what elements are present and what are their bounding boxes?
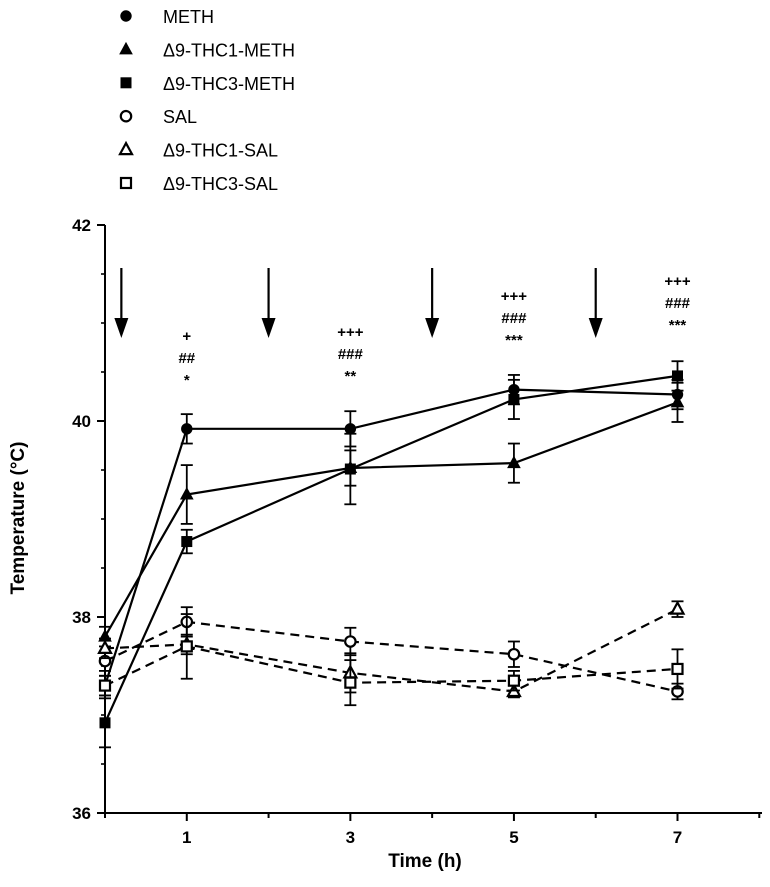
annotation-group: +++ ### *** [664,273,691,334]
y-tick-label: 38 [72,608,91,627]
significance-mark: +++ [664,273,691,290]
legend-entry: Δ9-THC1-METH [119,40,295,60]
x-tick-label: 3 [346,828,355,847]
legend-marker [119,176,133,190]
arrow-head [261,318,276,338]
legend-label: Δ9-THC3-METH [163,74,295,94]
legend: METH Δ9-THC1-METH Δ9-THC3-METH SAL Δ9-THC1-S… [118,7,295,194]
significance-mark: *** [669,317,687,334]
significance-mark: ### [665,295,691,312]
arrow-head [588,318,603,338]
data-point [181,423,193,435]
injection-arrow [588,268,603,338]
plot-area [97,360,686,749]
legend-entry: SAL [119,107,197,127]
y-tick-label: 36 [72,804,91,823]
legend-entry: Δ9-THC1-SAL [118,140,278,161]
significance-annotations: + ## * +++ ### ** +++ ### *** +++ ### *** [178,273,690,389]
data-point [507,455,521,469]
significance-mark: * [184,372,190,389]
data-point [670,394,685,408]
data-point [179,486,194,500]
legend-label: SAL [163,107,197,127]
data-point [672,370,683,382]
data-point [507,674,521,687]
data-point [180,640,193,653]
legend-entry: METH [120,7,214,27]
y-tick-label: 42 [72,216,91,235]
legend-entry: Δ9-THC3-SAL [119,174,278,194]
data-point [99,717,111,729]
data-point [344,635,357,648]
significance-mark: ** [345,368,357,385]
data-point [507,647,521,661]
legend-label: METH [163,7,214,27]
significance-mark: + [182,328,191,345]
x-tick-label: 7 [673,828,682,847]
injection-arrow [261,268,276,338]
data-point [97,639,113,654]
x-tick-label: 1 [182,828,191,847]
significance-mark: ### [338,346,364,363]
legend-marker [119,41,133,55]
injection-arrow [114,268,129,338]
data-point [98,679,112,692]
data-point [181,536,193,548]
y-tick-label: 40 [72,412,91,431]
annotation-group: +++ ### ** [337,324,364,385]
legend-marker [120,77,132,89]
data-point [344,463,356,475]
data-point [344,423,357,435]
arrow-head [114,318,129,338]
significance-mark: ## [178,350,195,367]
injection-arrow [425,268,440,338]
series-5 [98,613,684,707]
significance-mark: ### [501,310,527,327]
series-2 [99,360,684,749]
significance-mark: +++ [501,288,528,305]
legend-label: Δ9-THC1-SAL [163,141,278,161]
legend-label: Δ9-THC3-SAL [163,174,278,194]
series-line [104,620,678,693]
legend-marker [120,10,132,22]
x-tick-label: 5 [509,828,518,847]
legend-marker [119,109,133,123]
legend-marker [118,140,134,156]
data-point [669,600,686,615]
legend-label: Δ9-THC1-METH [163,40,295,60]
annotation-group: + ## * [178,328,195,389]
x-axis-label: Time (h) [388,851,462,872]
significance-mark: +++ [337,324,364,341]
data-point [671,662,684,676]
injection-arrows [114,268,603,338]
significance-mark: *** [505,332,523,349]
data-point [508,393,520,405]
series-line [104,401,678,638]
annotation-group: +++ ### *** [501,288,528,349]
y-axis-label: Temperature (°C) [8,442,29,595]
legend-entry: Δ9-THC3-METH [120,74,295,94]
arrow-head [425,318,440,338]
data-point [344,676,357,689]
axes: 36 38 40 42 1 3 5 7 [72,216,762,847]
